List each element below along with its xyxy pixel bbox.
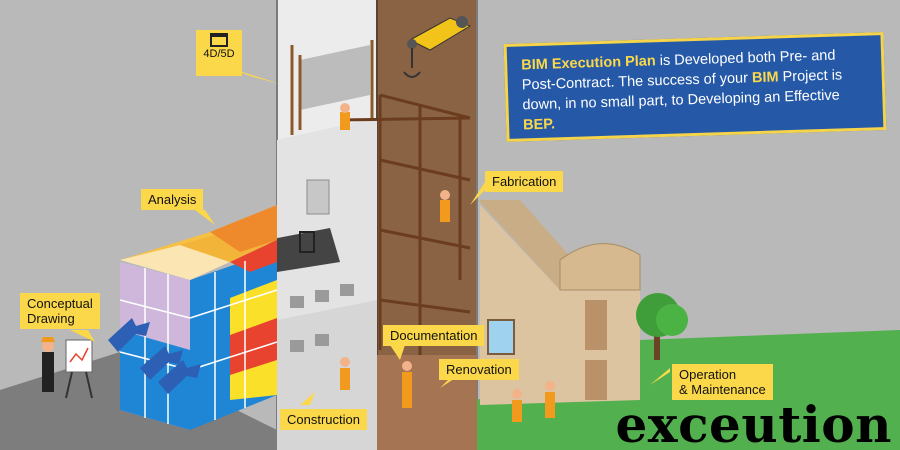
bep-callout: BIM Execution Plan is Developed both Pre… (503, 32, 887, 142)
conceptual-line-1: Conceptual (27, 296, 93, 311)
conceptual-drawing-label: Conceptual Drawing (20, 293, 100, 329)
construction-building (267, 40, 377, 450)
presenter-icon (41, 337, 93, 399)
fabrication-label: Fabrication (485, 171, 564, 192)
callout-bim: BIM (751, 69, 779, 87)
calendar-icon (210, 33, 228, 47)
fourd-label: 4D/5D (203, 48, 235, 60)
callout-bep-title: BIM Execution Plan (520, 53, 656, 74)
operation-line-1: Operation (679, 367, 737, 382)
worker-icons (340, 103, 555, 422)
steel-frame (339, 93, 471, 360)
analysis-cube (108, 205, 278, 430)
operation-line-2: & Maintenance (679, 382, 766, 397)
analysis-label: Analysis (141, 189, 204, 210)
construction-label: Construction (280, 409, 367, 430)
brand-wordmark: exceution (615, 395, 892, 450)
crane-hook-icon (403, 16, 472, 78)
operation-maintenance-label: Operation & Maintenance (672, 364, 773, 400)
conceptual-line-2: Drawing (27, 311, 75, 326)
house (478, 200, 641, 405)
renovation-label: Renovation (439, 359, 519, 380)
documentation-label: Documentation (383, 325, 485, 346)
tree-icon (636, 293, 688, 360)
callout-bep: BEP. (522, 116, 556, 134)
fourd-badge: 4D/5D (196, 30, 242, 76)
